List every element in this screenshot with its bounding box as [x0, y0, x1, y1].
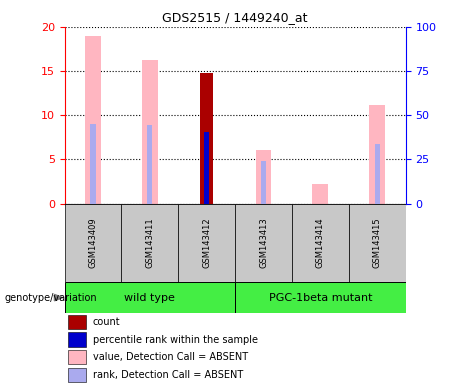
Bar	[90, 124, 95, 204]
Bar	[261, 161, 266, 204]
Title: GDS2515 / 1449240_at: GDS2515 / 1449240_at	[162, 11, 308, 24]
Bar	[65, 282, 235, 313]
Text: GSM143415: GSM143415	[373, 218, 382, 268]
Text: GSM143411: GSM143411	[145, 218, 154, 268]
Bar	[178, 204, 235, 282]
Text: genotype/variation: genotype/variation	[5, 293, 97, 303]
Bar	[142, 60, 158, 204]
Text: count: count	[93, 317, 120, 327]
Text: PGC-1beta mutant: PGC-1beta mutant	[269, 293, 372, 303]
Bar	[235, 282, 406, 313]
Bar	[292, 204, 349, 282]
Bar	[204, 132, 209, 204]
Bar	[349, 204, 406, 282]
Text: value, Detection Call = ABSENT: value, Detection Call = ABSENT	[93, 353, 248, 362]
Text: GSM143413: GSM143413	[259, 217, 268, 268]
Text: GSM143412: GSM143412	[202, 218, 211, 268]
Bar	[121, 204, 178, 282]
Bar	[375, 144, 380, 204]
Bar	[68, 368, 86, 382]
Bar	[65, 204, 121, 282]
Bar	[68, 350, 86, 364]
Bar	[201, 73, 213, 204]
Bar	[255, 150, 272, 204]
Text: wild type: wild type	[124, 293, 175, 303]
Bar	[313, 184, 328, 204]
Bar	[369, 106, 385, 204]
Text: GSM143414: GSM143414	[316, 218, 325, 268]
Bar	[68, 333, 86, 347]
Bar	[85, 36, 101, 204]
Text: rank, Detection Call = ABSENT: rank, Detection Call = ABSENT	[93, 370, 243, 380]
Bar	[235, 204, 292, 282]
Text: percentile rank within the sample: percentile rank within the sample	[93, 334, 258, 344]
Bar	[147, 125, 153, 204]
Bar	[68, 315, 86, 329]
Text: GSM143409: GSM143409	[89, 218, 97, 268]
